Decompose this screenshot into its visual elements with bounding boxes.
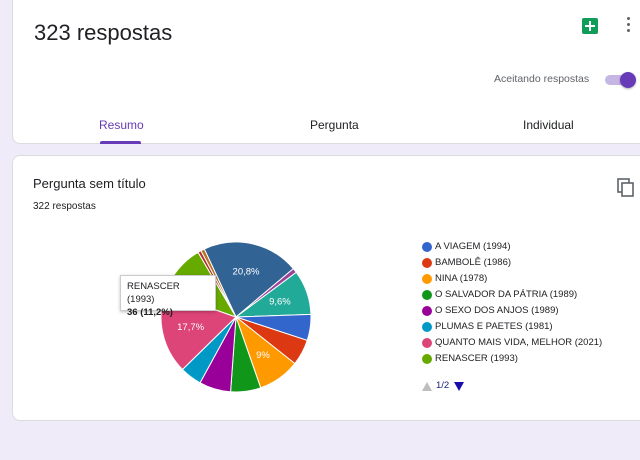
question-response-count: 322 respostas bbox=[33, 201, 96, 212]
sheets-icon[interactable] bbox=[582, 18, 598, 34]
legend-swatch bbox=[422, 306, 432, 316]
tooltip-title: RENASCER (1993) bbox=[127, 281, 180, 305]
pie-chart: 20,8% 9,6% 9% 17,7% bbox=[160, 241, 312, 393]
more-vert-icon[interactable] bbox=[625, 15, 631, 37]
summary-card: 323 respostas Aceitando respostas Resumo… bbox=[12, 0, 640, 144]
legend-label: O SEXO DOS ANJOS (1989) bbox=[435, 305, 559, 316]
legend-label: BAMBOLÊ (1986) bbox=[435, 257, 512, 268]
pager-prev-icon[interactable] bbox=[422, 382, 432, 391]
tooltip-value: 36 (11,2%) bbox=[127, 307, 173, 318]
responses-title: 323 respostas bbox=[34, 20, 173, 45]
legend-swatch bbox=[422, 258, 432, 268]
legend-swatch bbox=[422, 242, 432, 252]
legend-label: NINA (1978) bbox=[435, 273, 488, 284]
accepting-responses-label: Aceitando respostas bbox=[494, 73, 590, 85]
pie-slice[interactable] bbox=[203, 241, 295, 318]
accepting-responses-toggle[interactable] bbox=[605, 72, 637, 88]
legend-swatch bbox=[422, 290, 432, 300]
legend-swatch bbox=[422, 338, 432, 348]
slice-label: 17,7% bbox=[177, 322, 204, 333]
legend-label: A VIAGEM (1994) bbox=[435, 241, 511, 252]
slice-label: 9% bbox=[256, 350, 270, 361]
slice-label: 20,8% bbox=[233, 267, 260, 278]
question-title: Pergunta sem título bbox=[33, 176, 146, 191]
pager-next-icon[interactable] bbox=[454, 382, 464, 391]
tab-individual[interactable]: Individual bbox=[523, 118, 574, 132]
toggle-knob bbox=[620, 72, 636, 88]
pie-slice[interactable] bbox=[200, 248, 237, 318]
tab-resumo[interactable]: Resumo bbox=[99, 118, 144, 132]
active-tab-indicator bbox=[100, 141, 141, 144]
tab-pergunta[interactable]: Pergunta bbox=[310, 118, 359, 132]
legend-swatch bbox=[422, 274, 432, 284]
legend-label: QUANTO MAIS VIDA, MELHOR (2021) bbox=[435, 337, 603, 348]
slice-label: 9,6% bbox=[269, 297, 291, 308]
legend-swatch bbox=[422, 354, 432, 364]
copy-icon[interactable] bbox=[617, 178, 635, 198]
question-card: Pergunta sem título 322 respostas 20,8% 9… bbox=[12, 155, 640, 421]
pager-text: 1/2 bbox=[436, 380, 450, 391]
chart-tooltip: RENASCER (1993) 36 (11,2%) bbox=[120, 275, 216, 318]
legend-label: PLUMAS E PAETES (1981) bbox=[435, 321, 553, 332]
legend-label: RENASCER (1993) bbox=[435, 353, 518, 364]
legend-label: O SALVADOR DA PÁTRIA (1989) bbox=[435, 289, 578, 300]
legend-swatch bbox=[422, 322, 432, 332]
